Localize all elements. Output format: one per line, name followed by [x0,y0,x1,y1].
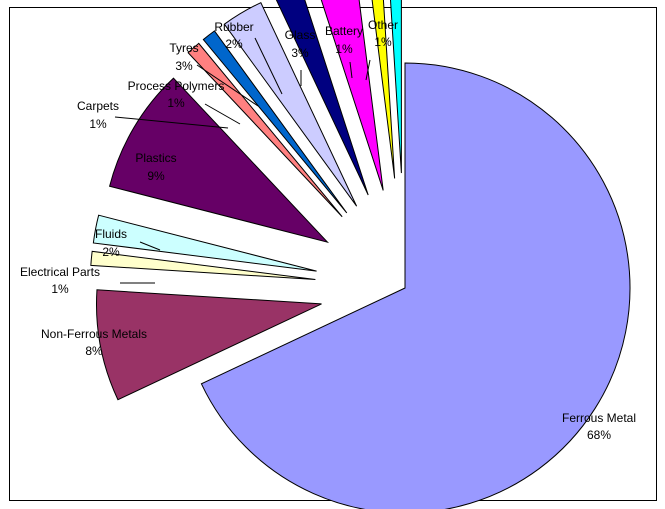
label-rubber: Rubber [214,20,253,34]
leader-process-polymers [204,103,241,125]
value-rubber: 2% [225,37,243,51]
value-tyres: 3% [175,59,193,73]
slice-electrical-parts [90,250,316,281]
label-other: Other [368,18,398,32]
leader-lines [114,37,371,284]
leader-battery [349,61,353,79]
value-battery: 1% [335,42,353,56]
leader-fluids [139,241,161,251]
slice-labels: Ferrous Metal 68% Non-Ferrous Metals 8% … [20,18,636,442]
leader-tyres [196,64,259,107]
value-fluids: 2% [102,245,120,259]
label-plastics: Plastics [135,151,176,165]
value-process-polymers: 1% [167,96,185,110]
label-process-polymers: Process Polymers [128,79,225,93]
label-battery: Battery [325,24,363,38]
slice-process-polymers [202,30,348,214]
value-glass: 3% [291,46,309,60]
value-ferrous-metal: 68% [587,428,611,442]
pie-slices [90,0,631,509]
slice-ferrous-metal [200,62,631,509]
label-ferrous-metal: Ferrous Metal [562,411,636,425]
slice-carpets [187,42,343,218]
value-carpets: 1% [89,117,107,131]
slice-other [389,0,402,174]
leader-other [365,59,371,81]
leader-rubber [254,37,283,95]
leader-carpets [114,116,229,129]
slice-fluids [92,214,317,272]
label-non-ferrous-metals: Non-Ferrous Metals [41,327,147,341]
slice-non-ferrous-metals [96,289,322,401]
label-fluids: Fluids [95,227,127,241]
slice-battery [371,0,396,179]
slice-rubber [275,0,369,196]
label-tyres: Tyres [169,41,198,55]
value-other: 1% [374,35,392,49]
label-electrical-parts: Electrical Parts [20,265,100,279]
slice-glass [320,0,384,191]
value-non-ferrous-metals: 8% [85,344,103,358]
slice-plastics [108,77,330,244]
value-electrical-parts: 1% [51,282,69,296]
label-glass: Glass [285,28,316,42]
slice-tyres [223,1,358,207]
value-plastics: 9% [147,169,165,183]
label-carpets: Carpets [77,99,119,113]
